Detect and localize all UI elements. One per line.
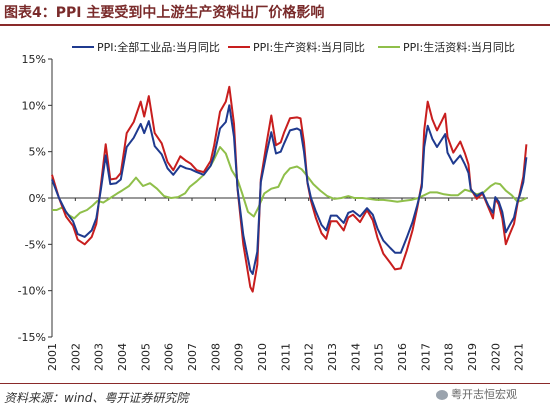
footer-divider [0, 383, 550, 384]
source-note: 资料来源：wind、粤开证券研究院 [4, 391, 189, 405]
x-tick-label: 2021 [513, 343, 526, 371]
y-tick-label: 5% [29, 146, 46, 159]
plot-area: 15% 10% 5% 0% -5% -10% -15%2001 2002 2003 2004 200… [18, 53, 528, 371]
x-tick-label: 2006 [163, 343, 176, 371]
x-tick-label: 2002 [69, 343, 82, 371]
legend-label: PPI:全部工业品:当月同比 [97, 40, 220, 54]
y-tick-label: -15% [18, 331, 46, 344]
y-tick-label: 15% [22, 53, 46, 66]
watermark: 粤开志恒宏观 [436, 386, 517, 402]
page-title: 图表4：PPI 主要受到中上游生产资料出厂价格影响 [4, 5, 325, 21]
ppi-line-chart: PPI:全部工业品:当月同比 PPI:生产资料:当月同比 PPI:生活资料:当月同比… [18, 40, 528, 371]
x-tick-label: 2014 [349, 343, 362, 371]
x-tick-label: 2019 [466, 343, 479, 371]
x-tick-label: 2016 [396, 343, 409, 371]
series-line-0 [51, 104, 528, 275]
title-divider [0, 24, 550, 26]
y-tick-label: 10% [22, 99, 46, 112]
x-tick-label: 2003 [93, 343, 106, 371]
chart-legend: PPI:全部工业品:当月同比 PPI:生产资料:当月同比 PPI:生活资料:当月同比 [72, 40, 515, 54]
y-tick-label: -10% [18, 285, 46, 298]
x-tick-label: 2017 [419, 343, 432, 371]
x-tick-label: 2010 [256, 343, 269, 371]
x-tick-label: 2013 [326, 343, 339, 371]
watermark-text: 粤开志恒宏观 [451, 388, 517, 401]
y-tick-label: -5% [25, 238, 46, 251]
x-tick-label: 2020 [489, 343, 502, 371]
x-tick-label: 2004 [116, 343, 129, 371]
legend-label: PPI:生活资料:当月同比 [403, 40, 515, 54]
x-tick-label: 2015 [373, 343, 386, 371]
x-tick-label: 2008 [209, 343, 222, 371]
x-tick-label: 2018 [443, 343, 456, 371]
x-tick-label: 2005 [139, 343, 152, 371]
series-line-2 [52, 146, 527, 220]
x-tick-label: 2011 [279, 343, 292, 371]
wechat-icon [436, 390, 448, 400]
x-tick-label: 2012 [303, 343, 316, 371]
x-tick-label: 2001 [46, 343, 59, 371]
x-tick-label: 2009 [233, 343, 246, 371]
legend-label: PPI:生产资料:当月同比 [253, 40, 365, 54]
x-tick-label: 2007 [186, 343, 199, 371]
y-tick-label: 0% [29, 192, 46, 205]
